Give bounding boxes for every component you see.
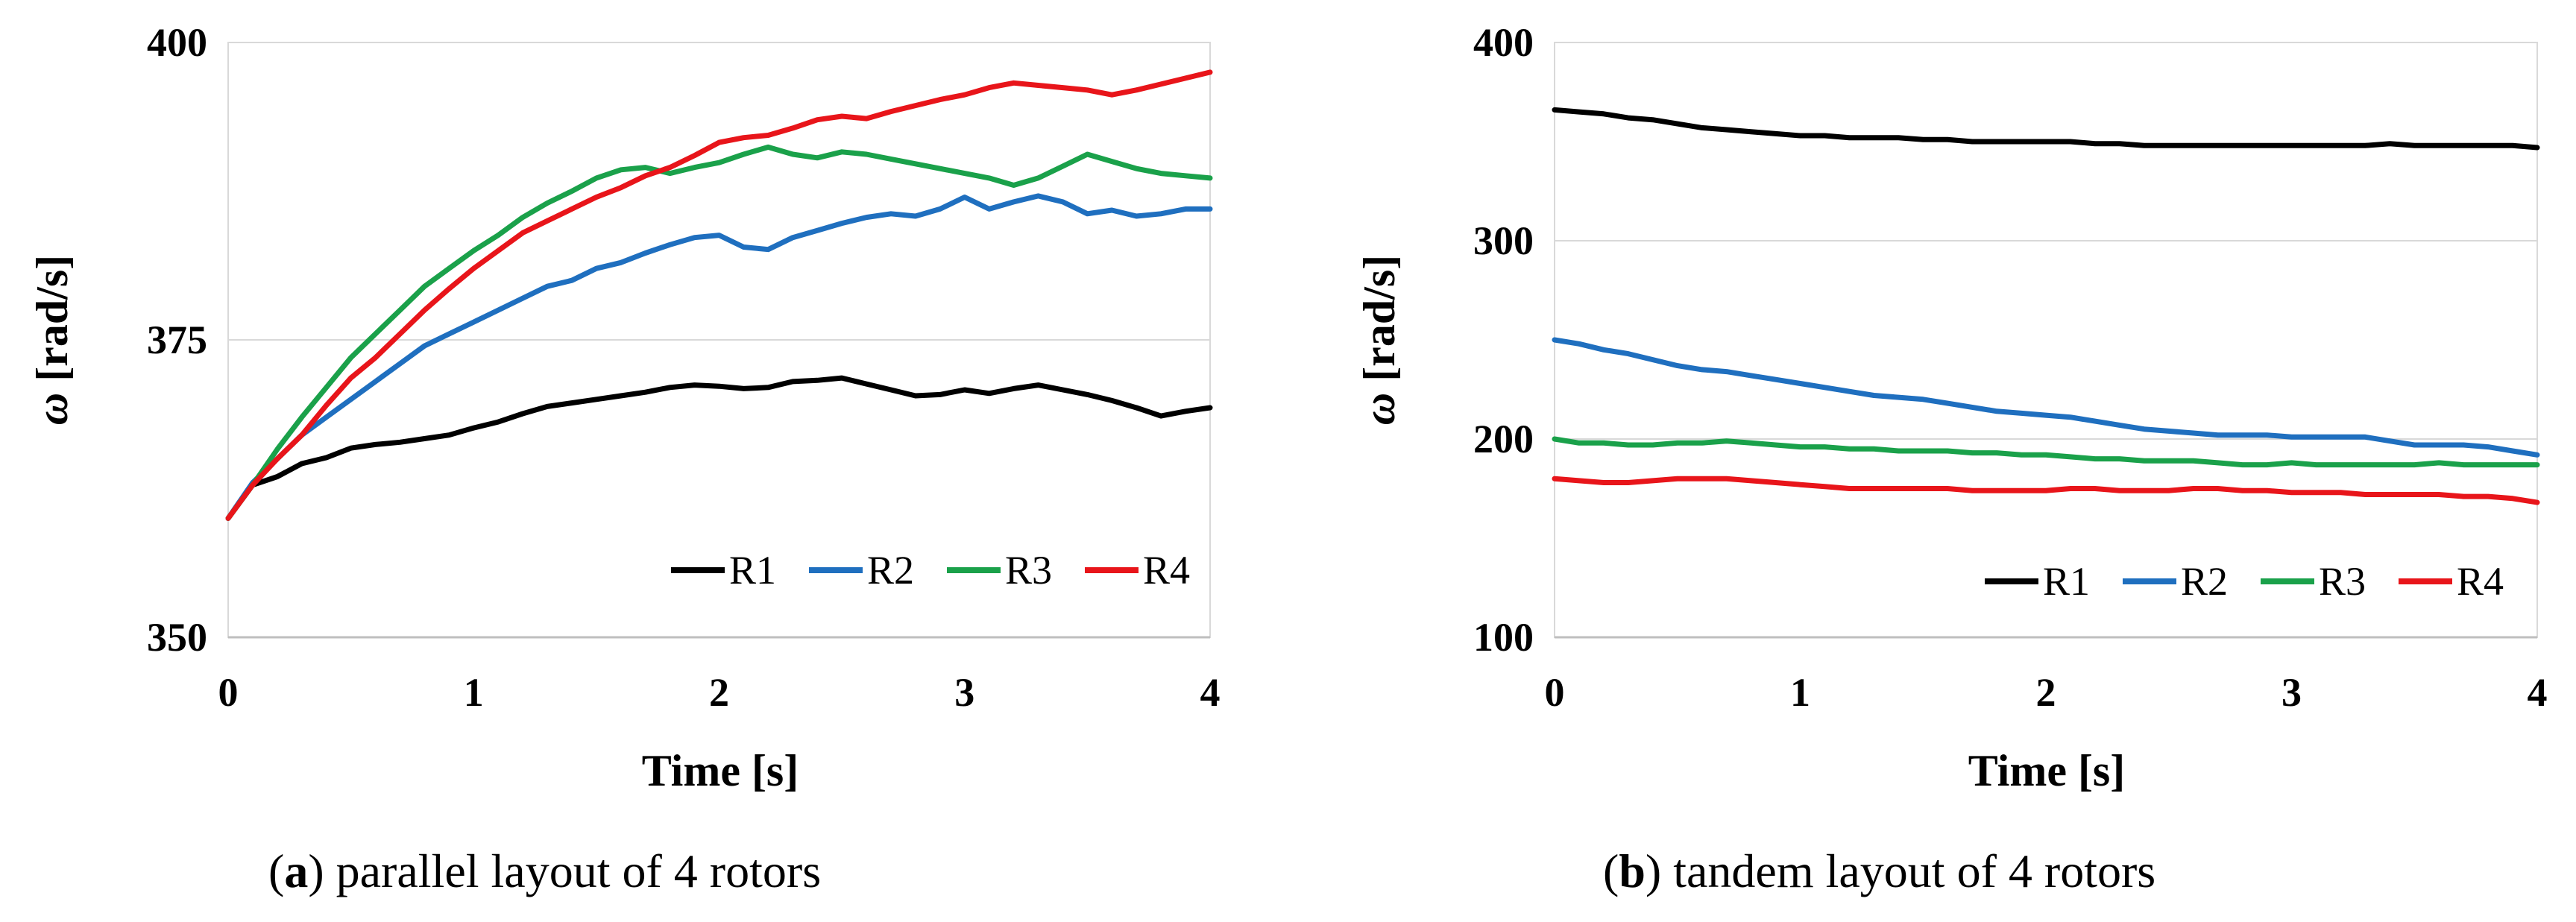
series-lines-a [225, 69, 1213, 521]
caption-b: (b) tandem layout of 4 rotors [1603, 844, 2155, 897]
x-ticks-b: 0 1 2 3 4 [1545, 670, 2548, 715]
y-tick-label: 375 [147, 318, 207, 362]
caption-a: (a) parallel layout of 4 rotors [268, 844, 821, 897]
caption-panel-letter: b [1619, 844, 1646, 897]
caption-panel-letter: a [284, 844, 308, 897]
omega-symbol: ω [1355, 393, 1404, 425]
x-ticks-a: 0 1 2 3 4 [218, 670, 1221, 715]
y-axis-title-b: ω [rad/s] [1355, 255, 1404, 425]
y-tick-label: 300 [1473, 218, 1534, 263]
x-axis-title-a: Time [s] [642, 746, 799, 795]
x-tick-label: 3 [954, 670, 974, 715]
series-line-r3 [225, 144, 1213, 521]
caption-open-paren: ( [268, 844, 284, 897]
legend-label-r3: R3 [1005, 548, 1052, 593]
y-tick-label: 400 [147, 20, 207, 65]
series-line-r4 [225, 69, 1213, 521]
plot-area-b [1554, 42, 2538, 638]
x-tick-label: 0 [1545, 670, 1565, 715]
series-line-r1 [225, 375, 1213, 521]
y-ticks-b: 100 200 300 400 [1473, 20, 1534, 660]
legend-label-r4: R4 [1143, 548, 1190, 593]
x-tick-label: 1 [1790, 670, 1810, 715]
series-line-r2 [1552, 337, 2540, 458]
y-axis-title-a: ω [rad/s] [28, 255, 77, 425]
panel-a: 350 375 400 0 1 2 3 4 Time [s] ω [rad/s]… [28, 20, 1221, 897]
legend-label-r2: R2 [2181, 559, 2228, 604]
y-ticks-a: 350 375 400 [147, 20, 207, 660]
x-tick-label: 2 [2036, 670, 2056, 715]
x-tick-label: 1 [464, 670, 484, 715]
y-tick-label: 350 [147, 615, 207, 660]
legend-label-r4: R4 [2457, 559, 2504, 604]
y-axis-unit: [rad/s] [1355, 255, 1404, 393]
caption-open-paren: ( [1603, 844, 1619, 897]
series-line-r1 [1552, 107, 2540, 151]
legend-b: R1 R2 R3 R4 [1985, 559, 2504, 604]
series-lines-b [1552, 107, 2540, 505]
x-tick-label: 0 [218, 670, 239, 715]
x-tick-label: 2 [709, 670, 729, 715]
series-line-r3 [1552, 436, 2540, 468]
x-tick-label: 4 [2528, 670, 2548, 715]
x-axis-title-b: Time [s] [1968, 746, 2126, 795]
y-axis-unit: [rad/s] [28, 255, 77, 393]
y-tick-label: 400 [1473, 20, 1534, 65]
series-line-r2 [225, 193, 1213, 521]
legend-label-r3: R3 [2319, 559, 2366, 604]
caption-text: ) tandem layout of 4 rotors [1646, 844, 2155, 897]
legend-label-r1: R1 [729, 548, 776, 593]
caption-text: ) parallel layout of 4 rotors [308, 844, 821, 897]
x-tick-label: 3 [2281, 670, 2302, 715]
y-tick-label: 200 [1473, 417, 1534, 461]
legend-label-r2: R2 [867, 548, 914, 593]
series-line-r4 [1552, 476, 2540, 505]
omega-symbol: ω [28, 393, 77, 425]
y-tick-label: 100 [1473, 615, 1534, 660]
x-tick-label: 4 [1200, 670, 1221, 715]
legend-a: R1 R2 R3 R4 [671, 548, 1190, 593]
legend-label-r1: R1 [2043, 559, 2090, 604]
panel-b: 100 200 300 400 0 1 2 3 4 Time [s] ω [ra… [1355, 20, 2548, 897]
